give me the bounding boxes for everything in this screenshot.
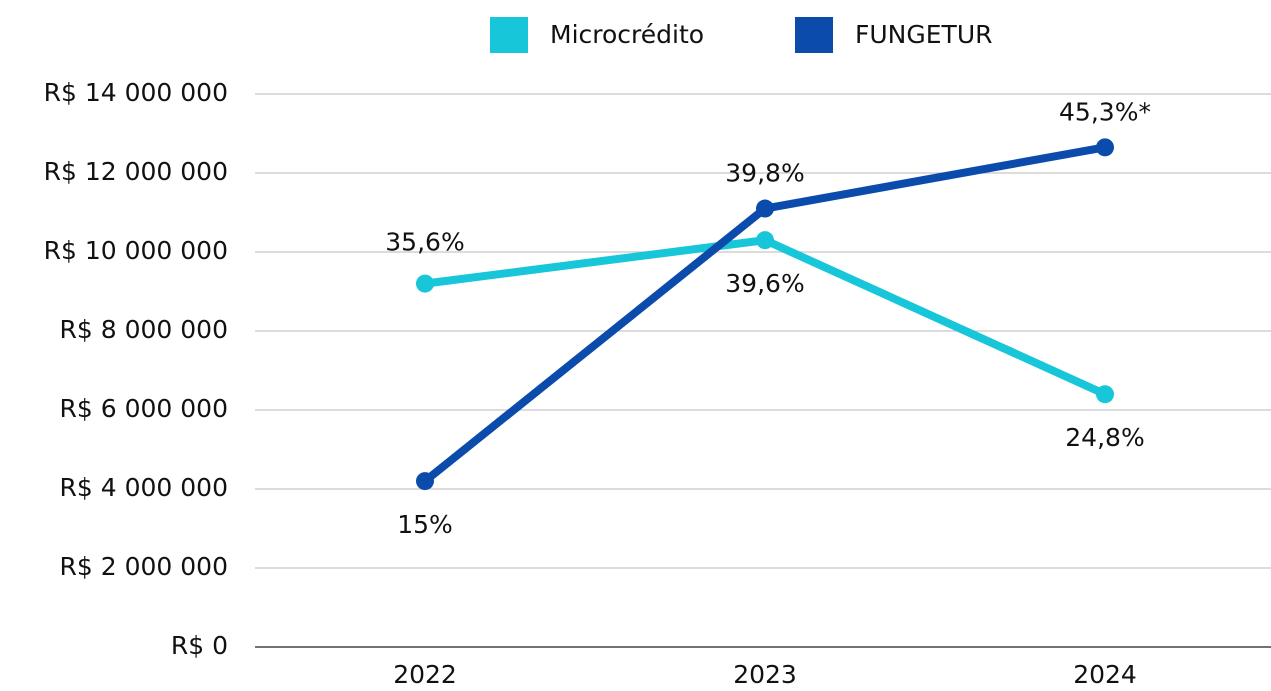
legend-label: Microcrédito bbox=[550, 20, 704, 49]
y-tick-label: R$ 12 000 000 bbox=[44, 157, 228, 186]
point-label: 24,8% bbox=[1065, 423, 1144, 452]
y-tick-label: R$ 10 000 000 bbox=[44, 236, 228, 265]
point-label: 35,6% bbox=[385, 228, 464, 257]
x-tick-label: 2024 bbox=[1073, 660, 1137, 689]
point bbox=[1096, 385, 1114, 404]
y-tick-label: R$ 4 000 000 bbox=[60, 473, 228, 502]
y-tick-label: R$ 14 000 000 bbox=[44, 78, 228, 107]
point bbox=[1096, 138, 1114, 157]
point bbox=[756, 199, 774, 218]
point bbox=[756, 231, 774, 250]
x-tick-label: 2022 bbox=[393, 660, 457, 689]
point bbox=[416, 274, 434, 293]
y-tick-label: R$ 0 bbox=[171, 631, 228, 660]
point-label: 15% bbox=[397, 510, 453, 539]
point-label: 39,6% bbox=[725, 269, 804, 298]
series-line bbox=[424, 236, 1107, 398]
point-label: 45,3%* bbox=[1059, 97, 1151, 126]
legend-label: FUNGETUR bbox=[855, 20, 993, 49]
legend-swatch bbox=[490, 17, 528, 53]
point bbox=[416, 472, 434, 491]
legend-swatch bbox=[795, 17, 833, 53]
y-tick-label: R$ 6 000 000 bbox=[60, 394, 228, 423]
x-tick-label: 2023 bbox=[733, 660, 797, 689]
y-tick-label: R$ 2 000 000 bbox=[60, 552, 228, 581]
series-line bbox=[422, 143, 1106, 485]
point-label: 39,8% bbox=[725, 159, 804, 188]
y-tick-label: R$ 8 000 000 bbox=[60, 315, 228, 344]
